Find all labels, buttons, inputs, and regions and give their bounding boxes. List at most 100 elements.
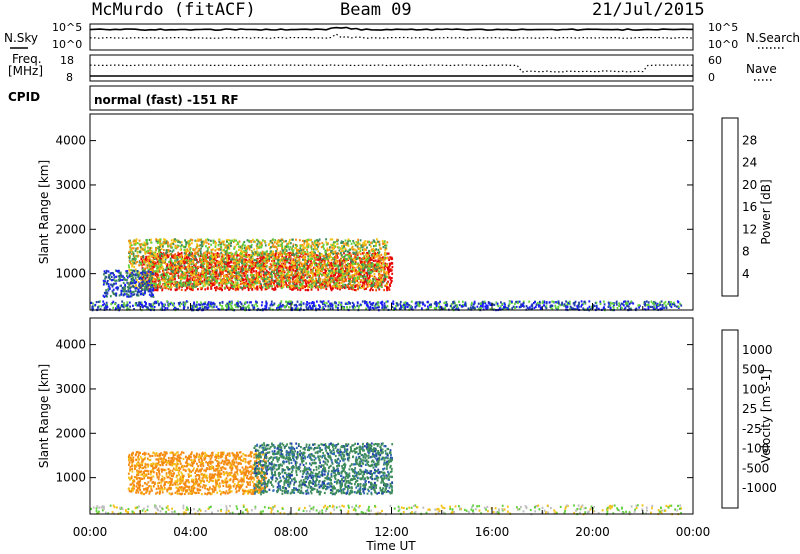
heatmap-cell [127, 289, 130, 292]
heatmap-cell [242, 272, 245, 275]
heatmap-cell [330, 289, 333, 292]
heatmap-cell [200, 288, 203, 291]
heatmap-cell [321, 270, 323, 273]
heatmap-cell [384, 264, 387, 268]
heatmap-cell [243, 274, 246, 277]
heatmap-cell [320, 269, 322, 273]
heatmap-cell [305, 273, 308, 276]
heatmap-cell [156, 254, 159, 257]
heatmap-cell [316, 239, 318, 242]
heatmap-cell [308, 279, 310, 282]
heatmap-cell [172, 265, 175, 268]
heatmap-cell [186, 257, 189, 260]
heatmap-cell [271, 287, 274, 290]
heatmap-cell [132, 280, 135, 283]
heatmap-cell [332, 261, 335, 264]
heatmap-cell [190, 268, 193, 271]
heatmap-cell [206, 250, 209, 253]
heatmap-cell [319, 281, 322, 284]
heatmap-cell [260, 276, 263, 279]
heatmap-cell [208, 281, 210, 284]
heatmap-cell [329, 238, 332, 241]
heatmap-cell [354, 244, 357, 247]
heatmap-cell [140, 248, 142, 251]
heatmap-cell [184, 266, 187, 269]
freq-panel [89, 54, 694, 82]
heatmap-cell [351, 261, 353, 264]
heatmap-cell [243, 254, 245, 257]
heatmap-cell [196, 252, 199, 255]
heatmap-cell [273, 254, 276, 257]
heatmap-cell [251, 254, 254, 257]
heatmap-cell [340, 240, 343, 243]
heatmap-cell [273, 272, 275, 275]
heatmap-cell [129, 245, 131, 249]
heatmap-cell [157, 245, 160, 249]
heatmap-cell [301, 283, 304, 286]
heatmap-cell [282, 278, 284, 281]
heatmap-cell [372, 256, 375, 260]
heatmap-cell [276, 265, 278, 268]
heatmap-cell [374, 259, 377, 262]
heatmap-cell [130, 286, 133, 289]
heatmap-cell [236, 286, 239, 289]
heatmap-cell [176, 288, 178, 291]
heatmap-cell [290, 265, 293, 268]
heatmap-cell [253, 283, 256, 286]
heatmap-cell [103, 281, 106, 284]
heatmap-cell [211, 255, 213, 259]
heatmap-cell [210, 250, 213, 253]
heatmap-cell [246, 268, 249, 271]
heatmap-cell [374, 268, 377, 271]
heatmap-cell [202, 256, 205, 259]
heatmap-cell [210, 263, 213, 266]
heatmap-cell [317, 246, 319, 249]
heatmap-cell [256, 272, 259, 275]
heatmap-cell [240, 245, 243, 248]
heatmap-cell [278, 274, 281, 277]
heatmap-cell [184, 251, 187, 254]
heatmap-cell [350, 257, 353, 260]
heatmap-cell [270, 246, 272, 249]
nsky-trace [89, 26, 693, 32]
heatmap-cell [233, 239, 236, 242]
heatmap-cell [384, 253, 386, 256]
heatmap-cell [291, 260, 294, 263]
heatmap-cell [387, 268, 389, 271]
heatmap-cell [205, 238, 207, 242]
heatmap-cell [138, 261, 141, 264]
heatmap-cell [186, 265, 189, 268]
heatmap-cell [233, 269, 236, 272]
heatmap-cell [321, 254, 324, 257]
heatmap-cell [153, 262, 156, 265]
heatmap-cell [378, 270, 380, 273]
heatmap-cell [368, 243, 371, 246]
heatmap-cell [363, 243, 366, 246]
heatmap-cell [240, 259, 242, 262]
heatmap-cell [154, 282, 156, 285]
heatmap-cell [171, 254, 173, 257]
heatmap-cell [269, 267, 272, 270]
heatmap-cell [240, 268, 243, 271]
heatmap-cell [255, 277, 257, 280]
heatmap-cell [309, 254, 312, 257]
heatmap-cell [141, 247, 144, 250]
heatmap-cell [128, 241, 131, 245]
heatmap-cell [223, 266, 226, 269]
heatmap-cell [274, 280, 277, 283]
heatmap-cell [130, 295, 133, 298]
heatmap-cell [275, 257, 278, 260]
heatmap-cell [184, 272, 187, 275]
heatmap-cell [147, 249, 150, 252]
heatmap-cell [285, 276, 288, 279]
heatmap-cell [384, 284, 387, 287]
heatmap-cell [203, 282, 206, 286]
heatmap-cell [174, 268, 177, 271]
heatmap-cell [234, 252, 237, 255]
heatmap-cell [209, 258, 211, 261]
heatmap-cell [110, 275, 113, 278]
heatmap-cell [350, 263, 353, 266]
heatmap-cell [358, 251, 361, 254]
heatmap-cell [346, 242, 349, 245]
heatmap-cell [268, 279, 271, 282]
